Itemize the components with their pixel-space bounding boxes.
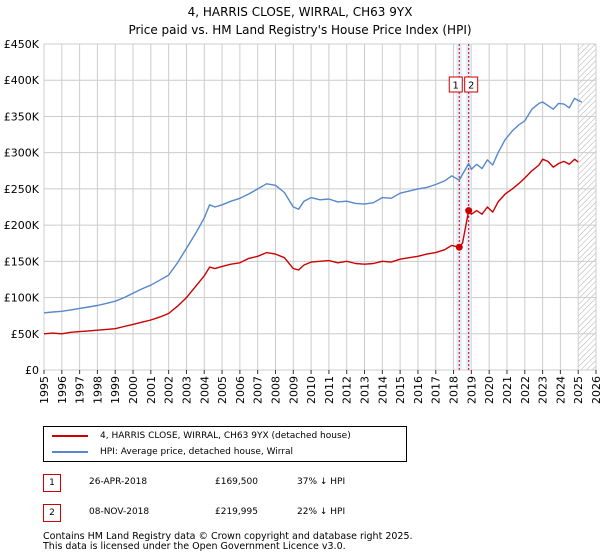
transaction-band [456, 44, 463, 370]
x-tick-label: 2003 [180, 376, 193, 404]
x-tick-label: 2025 [572, 376, 585, 404]
x-tick-label: 2016 [412, 376, 425, 404]
y-tick-label: £0 [25, 364, 39, 377]
forecast-region [578, 44, 596, 370]
y-tick-label: £450K [4, 38, 40, 51]
footer-line-2: This data is licensed under the Open Gov… [43, 541, 346, 552]
x-axis-ticks: 1995 1996 1997 1998 1999 2000 2001 2002 2003 2004… [38, 370, 600, 404]
transaction-hpi-diff: 22% ↓ HPI [297, 507, 346, 517]
x-tick-label: 2006 [234, 376, 247, 404]
legend-swatch-price-paid [52, 435, 88, 437]
x-tick-label: 2005 [216, 376, 229, 404]
transaction-number-badge: 1 [43, 474, 61, 492]
x-tick-label: 2012 [341, 376, 354, 404]
footer-line-1: Contains HM Land Registry data © Crown c… [43, 531, 413, 542]
transaction-point [465, 207, 473, 215]
x-tick-label: 2000 [127, 376, 140, 404]
x-tick-label: 2017 [430, 376, 443, 404]
legend-swatch-hpi [52, 451, 88, 453]
transaction-label: 2 [468, 81, 474, 92]
x-tick-label: 2009 [287, 376, 300, 404]
y-axis-ticks: £0 £50K £100K £150K £200K £250K £300K £350K £400… [4, 38, 40, 377]
x-tick-label: 1999 [109, 376, 122, 404]
transaction-label: 1 [453, 81, 459, 92]
x-tick-label: 2001 [145, 376, 158, 404]
transaction-price: £219,995 [215, 507, 258, 517]
x-tick-label: 2010 [305, 376, 318, 404]
transaction-vlines [456, 44, 472, 370]
y-tick-label: £250K [4, 183, 40, 196]
price-paid-line [43, 158, 579, 335]
x-tick-label: 2018 [448, 376, 461, 404]
legend-item-price-paid: 4, HARRIS CLOSE, WIRRAL, CH63 9YX (detac… [52, 429, 351, 443]
x-tick-label: 2008 [269, 376, 282, 404]
transaction-band [465, 44, 472, 370]
transaction-point [455, 243, 463, 251]
transaction-number-badge: 2 [43, 504, 61, 522]
x-tick-label: 2021 [501, 376, 514, 404]
transaction-date: 08-NOV-2018 [89, 507, 150, 517]
transaction-label-box [464, 76, 479, 93]
y-tick-label: £400K [4, 74, 40, 87]
y-tick-label: £100K [4, 292, 40, 305]
x-tick-label: 1995 [38, 376, 51, 404]
y-tick-label: £50K [11, 328, 40, 341]
y-tick-label: £300K [4, 147, 40, 160]
grid-lines [43, 43, 597, 371]
x-tick-label: 2004 [198, 376, 211, 404]
x-tick-label: 2022 [519, 376, 532, 404]
footer-attribution: Contains HM Land Registry data © Crown c… [43, 532, 413, 552]
legend-item-hpi: HPI: Average price, detached house, Wirr… [52, 445, 293, 459]
legend: 4, HARRIS CLOSE, WIRRAL, CH63 9YX (detac… [43, 426, 407, 462]
legend-label-hpi: HPI: Average price, detached house, Wirr… [100, 447, 294, 457]
x-tick-label: 1998 [91, 376, 104, 404]
x-tick-label: 2014 [376, 376, 389, 404]
hpi-line [43, 97, 583, 314]
transaction-hpi-diff: 37% ↓ HPI [297, 477, 346, 487]
x-tick-label: 2015 [394, 376, 407, 404]
x-tick-label: 2024 [554, 376, 567, 404]
chart-title: 4, HARRIS CLOSE, WIRRAL, CH63 9YX [187, 5, 413, 19]
x-tick-label: 2011 [323, 376, 336, 404]
y-tick-label: £150K [4, 255, 40, 268]
x-tick-label: 2020 [483, 376, 496, 404]
chart-title-block: 4, HARRIS CLOSE, WIRRAL, CH63 9YX Price … [0, 3, 600, 39]
x-tick-label: 2013 [359, 376, 372, 404]
x-tick-label: 1997 [74, 376, 87, 404]
x-tick-label: 2023 [537, 376, 550, 404]
x-tick-label: 2007 [252, 376, 265, 404]
x-tick-label: 2002 [163, 376, 176, 404]
transaction-label-box [448, 76, 463, 93]
forecast-hatch [578, 44, 596, 370]
transaction-price: £169,500 [215, 477, 258, 487]
y-tick-label: £200K [4, 219, 40, 232]
chart-subtitle: Price paid vs. HM Land Registry's House … [128, 23, 472, 37]
transaction-date: 26-APR-2018 [89, 477, 148, 487]
y-tick-label: £350K [4, 110, 40, 123]
x-tick-label: 2019 [465, 376, 478, 404]
legend-label-price-paid: 4, HARRIS CLOSE, WIRRAL, CH63 9YX (detac… [100, 431, 351, 441]
x-tick-label: 2026 [590, 376, 600, 404]
x-tick-label: 1996 [56, 376, 69, 404]
series-lines [43, 97, 583, 335]
